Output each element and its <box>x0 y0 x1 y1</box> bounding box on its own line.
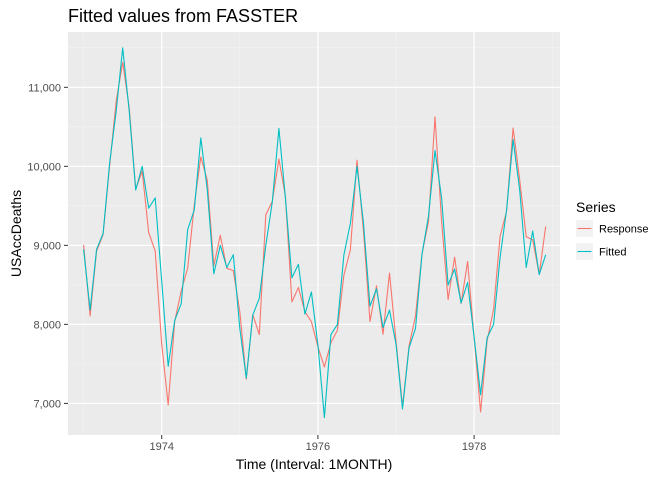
legend-label-fitted: Fitted <box>599 247 627 259</box>
y-tick-label: 10,000 <box>27 161 61 173</box>
legend-label-response: Response <box>599 224 649 236</box>
x-tick-label: 1976 <box>306 441 330 453</box>
legend-title: Series <box>576 199 616 215</box>
chart-title: Fitted values from FASSTER <box>68 6 298 26</box>
x-axis-title: Time (Interval: 1MONTH) <box>236 456 393 472</box>
y-tick-label: 8,000 <box>33 319 61 331</box>
plot-panel <box>68 32 560 435</box>
series-line-fitted <box>83 47 547 419</box>
y-tick-label: 9,000 <box>33 240 61 252</box>
series-line-response <box>83 61 547 413</box>
y-axis-title: USAccDeaths <box>8 190 24 277</box>
legend: Series Response Fitted <box>576 199 649 260</box>
x-tick-label: 1974 <box>149 441 173 453</box>
x-tick-label: 1978 <box>462 441 486 453</box>
y-tick-label: 11,000 <box>28 82 61 94</box>
y-tick-label: 7,000 <box>33 398 61 410</box>
